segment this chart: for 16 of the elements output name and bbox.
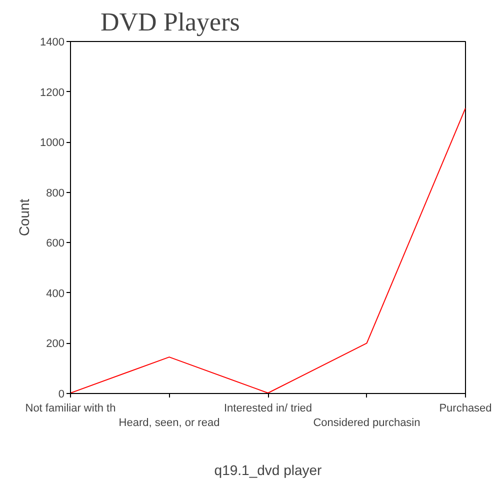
y-tick-label: 800 bbox=[46, 187, 65, 200]
x-tick-label: Considered purchasin bbox=[313, 416, 420, 429]
x-tick-label: Interested in/ tried bbox=[224, 402, 312, 414]
y-axis-title: Count bbox=[16, 198, 32, 236]
y-tick-label: 600 bbox=[46, 238, 65, 250]
x-tick-label: Purchased bbox=[439, 402, 492, 414]
y-tick-label: 1200 bbox=[40, 86, 65, 99]
y-tick-label: 200 bbox=[46, 338, 65, 350]
y-tick-label: 0 bbox=[58, 388, 65, 400]
x-tick-label: Not familiar with th bbox=[25, 402, 116, 414]
y-tick-label: 1000 bbox=[40, 137, 65, 150]
x-tick-label: Heard, seen, or read bbox=[118, 416, 220, 429]
y-tick-label: 400 bbox=[46, 288, 65, 300]
chart-title: DVD Players bbox=[100, 8, 240, 36]
y-tick-label: 1400 bbox=[40, 36, 65, 48]
x-axis-title: q19.1_dvd player bbox=[214, 462, 322, 478]
